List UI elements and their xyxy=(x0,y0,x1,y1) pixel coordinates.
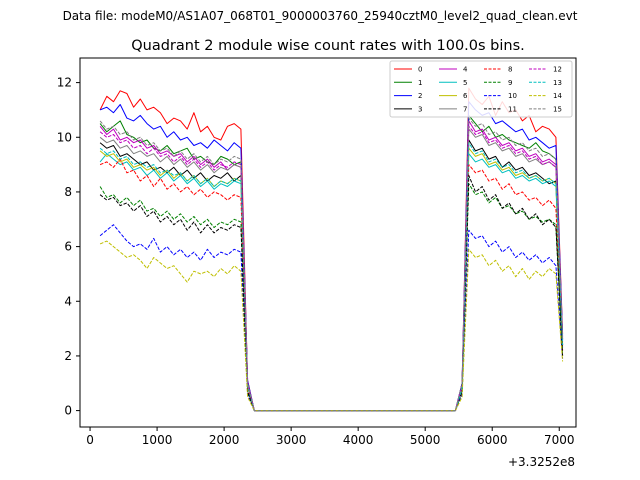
x-tick-label: 6000 xyxy=(477,433,508,447)
legend-label-3: 3 xyxy=(418,105,422,113)
legend-label-13: 13 xyxy=(553,79,562,87)
y-tick-label: 6 xyxy=(64,240,72,254)
legend-label-2: 2 xyxy=(418,92,422,100)
y-tick-label: 2 xyxy=(64,349,72,363)
legend-label-6: 6 xyxy=(463,92,468,100)
legend-label-10: 10 xyxy=(508,92,517,100)
legend-label-1: 1 xyxy=(418,79,422,87)
legend-label-14: 14 xyxy=(553,92,562,100)
legend-label-8: 8 xyxy=(508,66,512,74)
legend-label-9: 9 xyxy=(508,79,512,87)
series-line-3 xyxy=(99,139,564,412)
y-tick-label: 4 xyxy=(64,294,72,308)
x-tick-label: 2000 xyxy=(209,433,240,447)
legend-label-15: 15 xyxy=(553,105,562,113)
x-tick-label: 5000 xyxy=(410,433,441,447)
series-line-5 xyxy=(99,153,564,412)
legend-label-5: 5 xyxy=(463,79,467,87)
series-line-9 xyxy=(99,183,564,412)
x-tick-label: 7000 xyxy=(544,433,575,447)
legend-box xyxy=(389,60,573,118)
legend-label-12: 12 xyxy=(553,66,562,74)
y-tick-label: 0 xyxy=(64,404,72,418)
series-line-13 xyxy=(99,142,564,412)
series-line-10 xyxy=(99,224,564,412)
x-tick-label: 1000 xyxy=(142,433,173,447)
series-line-6 xyxy=(99,147,564,412)
series-line-4 xyxy=(99,120,564,412)
x-offset-label: +3.3252e8 xyxy=(508,455,575,469)
x-tick-label: 0 xyxy=(86,433,94,447)
legend-label-7: 7 xyxy=(463,105,467,113)
series-line-14 xyxy=(99,240,564,412)
legend-label-0: 0 xyxy=(418,66,422,74)
series-line-15 xyxy=(99,117,564,412)
chart-suptitle: Data file: modeM0/AS1A07_068T01_90000037… xyxy=(63,9,578,23)
series-line-12 xyxy=(99,125,564,412)
y-tick-label: 10 xyxy=(57,130,72,144)
legend-label-4: 4 xyxy=(463,66,468,74)
axes-frame xyxy=(79,57,577,428)
x-tick-label: 3000 xyxy=(276,433,307,447)
y-tick-label: 8 xyxy=(64,185,72,199)
series-line-11 xyxy=(99,175,564,412)
series-lines xyxy=(99,87,564,412)
legend-label-11: 11 xyxy=(508,105,517,113)
x-tick-label: 4000 xyxy=(343,433,374,447)
chart-title: Quadrant 2 module wise count rates with … xyxy=(131,38,525,54)
y-tick-label: 12 xyxy=(57,76,72,90)
